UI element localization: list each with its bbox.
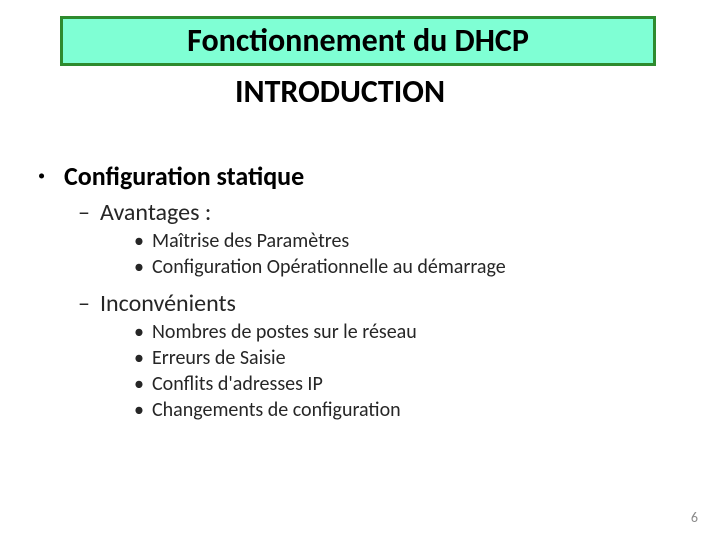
bullet-icon: • <box>134 372 152 396</box>
slide: Fonctionnement du DHCP INTRODUCTION • Co… <box>0 0 720 540</box>
bullet-icon: • <box>134 255 152 279</box>
dash-icon: – <box>78 289 100 318</box>
bullet-icon: • <box>38 160 64 191</box>
list-item: • Conflits d'adresses IP <box>134 372 678 396</box>
section-row: – Inconvénients <box>78 289 678 318</box>
page-number: 6 <box>691 509 698 526</box>
list-item-text: Changements de configuration <box>152 398 401 422</box>
list-item: • Changements de configuration <box>134 398 678 422</box>
list-item: • Configuration Opérationnelle au démarr… <box>134 255 678 279</box>
bullet-icon: • <box>134 398 152 422</box>
list-item-text: Maîtrise des Paramètres <box>152 229 349 253</box>
bullet-icon: • <box>134 346 152 370</box>
list-item: • Erreurs de Saisie <box>134 346 678 370</box>
list-item-text: Conflits d'adresses IP <box>152 372 323 396</box>
body-heading: Configuration statique <box>64 160 304 192</box>
slide-subtitle: INTRODUCTION <box>150 72 530 111</box>
bullet-icon: • <box>134 229 152 253</box>
list-item: • Maîtrise des Paramètres <box>134 229 678 253</box>
section-label: Inconvénients <box>100 289 236 318</box>
list-item-text: Configuration Opérationnelle au démarrag… <box>152 255 506 279</box>
body-heading-row: • Configuration statique <box>38 160 678 192</box>
title-box: Fonctionnement du DHCP <box>60 16 656 66</box>
list-item: • Nombres de postes sur le réseau <box>134 320 678 344</box>
bullet-icon: • <box>134 320 152 344</box>
slide-body: • Configuration statique – Avantages : •… <box>38 160 678 422</box>
list-item-text: Nombres de postes sur le réseau <box>152 320 417 344</box>
dash-icon: – <box>78 198 100 227</box>
slide-title: Fonctionnement du DHCP <box>187 24 529 58</box>
list-item-text: Erreurs de Saisie <box>152 346 286 370</box>
section-label: Avantages : <box>100 198 211 227</box>
section-row: – Avantages : <box>78 198 678 227</box>
